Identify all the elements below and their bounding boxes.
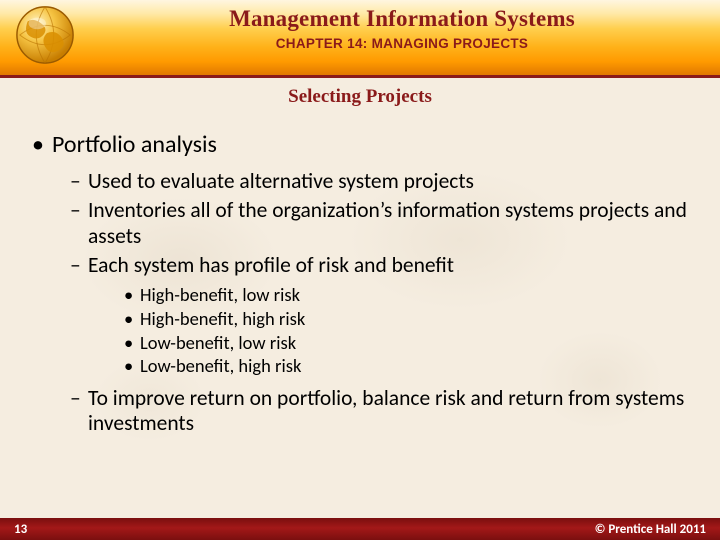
course-title: Management Information Systems (84, 0, 720, 32)
bullet-lvl3: High-benefit, high risk (140, 308, 692, 331)
bullet-lvl2: To improve return on portfolio, balance … (88, 386, 692, 437)
slide-body: Portfolio analysis Used to evaluate alte… (0, 116, 720, 436)
chapter-label: CHAPTER 14: MANAGING PROJECTS (84, 36, 720, 51)
section-title-bar: Selecting Projects (0, 78, 720, 116)
bullet-lvl3-group: High-benefit, low risk High-benefit, hig… (28, 284, 692, 377)
slide-footer: 13 © Prentice Hall 2011 (0, 518, 720, 540)
page-number: 13 (14, 522, 27, 537)
slide-header: Management Information Systems CHAPTER 1… (0, 0, 720, 78)
section-title: Selecting Projects (288, 86, 432, 108)
bullet-lvl3: Low-benefit, low risk (140, 332, 692, 355)
bullet-lvl2: Each system has profile of risk and bene… (88, 253, 692, 278)
bullet-lvl2: Inventories all of the organization’s in… (88, 198, 692, 249)
bullet-lvl3: Low-benefit, high risk (140, 355, 692, 378)
header-inner: Management Information Systems CHAPTER 1… (0, 0, 720, 51)
bullet-lvl3: High-benefit, low risk (140, 284, 692, 307)
bullet-lvl2: Used to evaluate alternative system proj… (88, 169, 692, 194)
globe-icon (14, 4, 76, 66)
copyright: © Prentice Hall 2011 (595, 522, 706, 537)
bullet-lvl1: Portfolio analysis (52, 130, 692, 159)
